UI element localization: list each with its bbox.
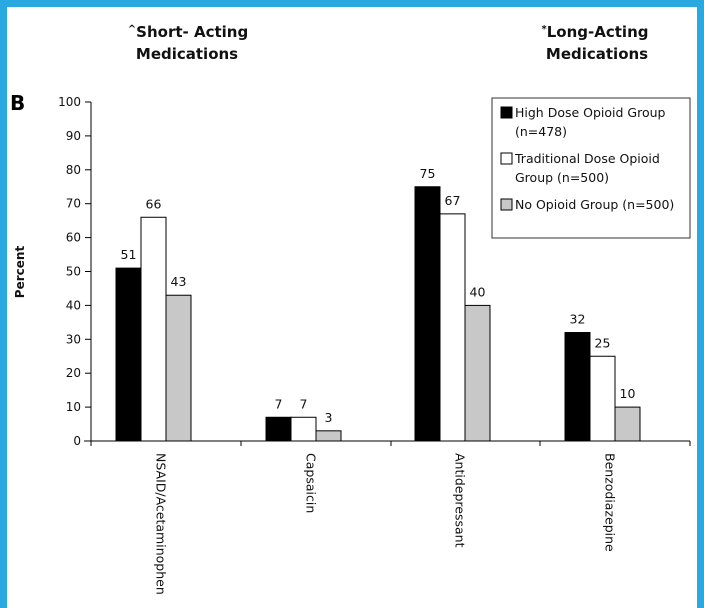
category-label-2: Antidepressant — [453, 453, 468, 548]
bar-high-dose-3 — [564, 332, 591, 442]
axes: 0 10 20 30 40 50 60 70 80 90 100 — [58, 95, 691, 448]
short-acting-header-line1: ^Short- Acting — [128, 23, 248, 41]
value-label-high-dose-2: 75 — [420, 166, 436, 181]
y-axis-title: Percent — [13, 246, 27, 299]
value-label-traditional-dose-2: 67 — [445, 193, 461, 208]
value-label-high-dose-0: 51 — [121, 247, 137, 262]
legend: High Dose Opioid Group (n=478) Tradition… — [491, 97, 691, 239]
category-label-0: NSAID/Acetaminophen — [154, 453, 169, 595]
y-tick-label-0: 0 — [73, 434, 81, 448]
value-label-no-opioid-3: 10 — [620, 386, 636, 401]
value-label-traditional-dose-3: 25 — [595, 335, 611, 350]
legend-label-high-dose-line2: (n=478) — [515, 124, 567, 139]
long-acting-marker: * — [542, 24, 548, 35]
value-label-high-dose-1: 7 — [275, 396, 283, 411]
y-tick-label-100: 100 — [58, 95, 81, 109]
value-label-no-opioid-0: 43 — [171, 274, 187, 289]
y-tick-label-50: 50 — [66, 265, 81, 279]
legend-swatch-no-opioid — [500, 198, 513, 211]
short-acting-title: Short- Acting — [136, 23, 248, 41]
y-tick-label-10: 10 — [66, 400, 81, 414]
y-tick-label-80: 80 — [66, 163, 81, 177]
legend-label-traditional-dose-line1: Traditional Dose Opioid — [514, 151, 660, 166]
bar-high-dose-1 — [265, 416, 292, 442]
value-label-traditional-dose-1: 7 — [300, 396, 308, 411]
category-label-3: Benzodiazepine — [603, 453, 618, 552]
bar-traditional-dose-0 — [140, 216, 167, 442]
y-tick-label-40: 40 — [66, 298, 81, 312]
bar-traditional-dose-2 — [439, 213, 466, 442]
panel-letter: B — [10, 91, 25, 115]
y-tick-label-90: 90 — [66, 129, 81, 143]
legend-swatch-high-dose — [500, 106, 513, 119]
legend-label-no-opioid: No Opioid Group (n=500) — [515, 197, 674, 212]
short-acting-marker: ^ — [128, 24, 136, 35]
value-label-high-dose-3: 32 — [570, 312, 586, 327]
bar-no-opioid-1 — [315, 430, 342, 442]
long-acting-title: Long-Acting — [547, 23, 649, 41]
bar-no-opioid-3 — [614, 406, 641, 442]
y-tick-label-30: 30 — [66, 332, 81, 346]
long-acting-header-line1: *Long-Acting — [542, 23, 649, 41]
y-tick-label-20: 20 — [66, 366, 81, 380]
category-label-1: Capsaicin — [304, 453, 319, 513]
value-labels: 51 66 43 7 7 3 75 67 40 32 25 10 — [121, 166, 636, 425]
bar-no-opioid-0 — [165, 294, 192, 442]
legend-label-high-dose-line1: High Dose Opioid Group — [515, 105, 666, 120]
legend-box — [491, 97, 691, 239]
y-tick-label-60: 60 — [66, 231, 81, 245]
bar-high-dose-2 — [414, 186, 441, 442]
legend-label-traditional-dose-line2: Group (n=500) — [515, 170, 609, 185]
short-acting-header-line2: Medications — [136, 45, 238, 63]
bars — [115, 186, 641, 442]
bar-high-dose-0 — [115, 267, 142, 442]
category-labels: NSAID/Acetaminophen Capsaicin Antidepressa… — [154, 453, 618, 595]
value-label-traditional-dose-0: 66 — [146, 196, 162, 211]
bar-traditional-dose-3 — [589, 355, 616, 442]
legend-swatch-traditional-dose — [500, 152, 513, 165]
y-tick-label-70: 70 — [66, 197, 81, 211]
bar-no-opioid-2 — [464, 304, 491, 442]
bar-traditional-dose-1 — [290, 416, 317, 442]
value-label-no-opioid-2: 40 — [470, 284, 486, 299]
value-label-no-opioid-1: 3 — [325, 410, 333, 425]
long-acting-header-line2: Medications — [546, 45, 648, 63]
